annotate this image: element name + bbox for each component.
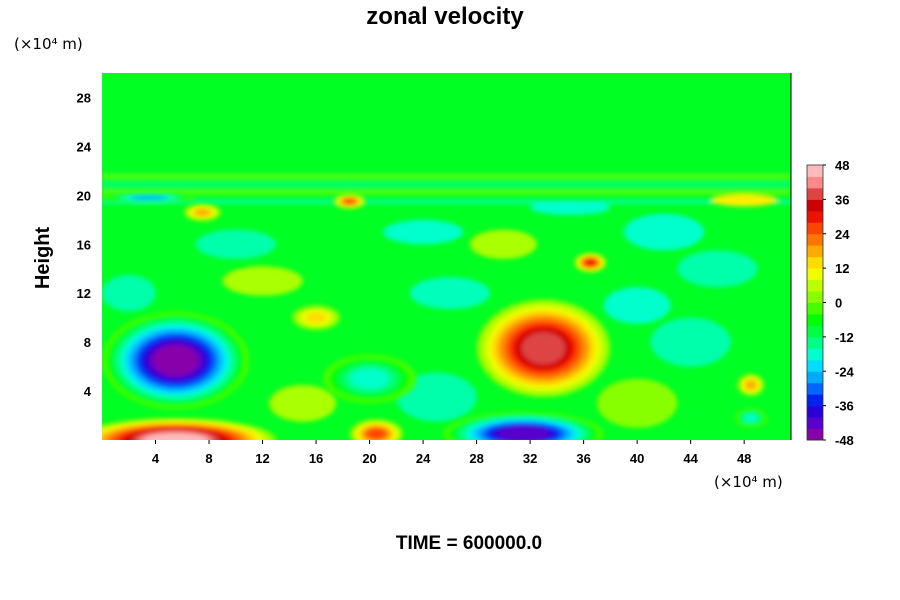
band-line: [102, 175, 791, 179]
negative-velocity-contour: [497, 426, 549, 440]
x-tick-label: 48: [737, 451, 751, 466]
negative-velocity-contour: [152, 345, 199, 376]
field-mottle: [650, 317, 731, 367]
upper-layer: [102, 73, 791, 177]
plot-area: [102, 73, 791, 440]
colorbar-tick-label: -24: [835, 364, 855, 379]
colorbar-segment: [807, 382, 823, 395]
positive-velocity-contour: [144, 433, 207, 440]
field-mottle: [382, 219, 464, 245]
x-tick-label: 16: [309, 451, 323, 466]
x-tick-label: 4: [152, 451, 160, 466]
colorbar-segment: [807, 245, 823, 258]
x-tick-label: 32: [523, 451, 537, 466]
y-tick-label: 12: [77, 286, 91, 301]
positive-velocity-contour: [305, 312, 327, 324]
x-axis-ticks: 4 8 12 16 20 24 28 32 36 40 44 48: [152, 440, 751, 466]
time-label: TIME = 600000.0: [396, 533, 542, 554]
negative-velocity-contour: [132, 196, 166, 200]
colorbar-segment: [807, 405, 823, 418]
field-mottle: [409, 277, 490, 310]
velocity-field: [102, 73, 791, 440]
field-mottle: [269, 384, 337, 422]
colorbar-tick-label: 24: [835, 227, 850, 242]
y-tick-label: 16: [77, 237, 91, 252]
colorbar-segment: [807, 199, 823, 212]
field-mottle: [597, 378, 678, 428]
colorbar-segment: [807, 268, 823, 281]
colorbar-labels: 48 36 24 12 0 -12 -24 -36 -48: [823, 158, 855, 448]
field-mottle: [530, 200, 611, 215]
chart-title: zonal velocity: [366, 3, 524, 30]
y-tick-label: 24: [77, 139, 92, 154]
x-tick-label: 24: [416, 451, 431, 466]
y-axis-unit: (×10⁴ m): [14, 35, 83, 53]
colorbar-segment: [807, 187, 823, 200]
colorbar-tick-label: -48: [835, 433, 854, 448]
negative-velocity-contour: [744, 414, 758, 422]
field-mottle: [623, 213, 705, 251]
y-axis-label: Height: [32, 227, 54, 290]
field-mottle: [677, 250, 758, 288]
y-tick-label: 28: [77, 90, 91, 105]
x-tick-label: 20: [362, 451, 376, 466]
band-line: [102, 190, 791, 194]
x-tick-label: 28: [469, 451, 483, 466]
colorbar-segment: [807, 279, 823, 292]
x-tick-label: 12: [255, 451, 269, 466]
colorbar-segment: [807, 222, 823, 235]
colorbar-segment: [807, 394, 823, 407]
colorbar-segment: [807, 313, 823, 326]
colorbar-segment: [807, 165, 823, 177]
field-mottle: [222, 266, 303, 296]
band-line: [102, 183, 791, 187]
colorbar-tick-label: 36: [835, 192, 849, 207]
positive-velocity-contour: [584, 259, 596, 266]
colorbar-segment: [807, 210, 823, 223]
field-mottle: [469, 229, 537, 259]
y-axis-ticks: 4 8 12 16 20 24 28: [77, 90, 92, 399]
field-extrema: [102, 192, 767, 440]
colorbar-segment: [807, 417, 823, 430]
colorbar-segment: [807, 428, 823, 441]
colorbar-segment: [807, 233, 823, 246]
y-tick-label: 8: [84, 335, 91, 350]
positive-velocity-contour: [521, 332, 566, 365]
colorbar-tick-label: 48: [835, 158, 849, 173]
field-background-texture: [102, 73, 791, 428]
colorbar-tick-label: -12: [835, 330, 854, 345]
y-tick-label: 20: [77, 188, 91, 203]
colorbar-segment: [807, 336, 823, 349]
field-mottle: [102, 274, 156, 312]
x-tick-label: 44: [683, 451, 698, 466]
colorbar-segment: [807, 291, 823, 303]
colorbar-segment: [807, 176, 823, 189]
colorbar-segment: [807, 371, 823, 384]
colorbar-segment: [807, 302, 823, 315]
positive-velocity-contour: [366, 428, 386, 440]
x-axis-unit: (×10⁴ m): [714, 473, 783, 491]
colorbar-segment: [807, 348, 823, 361]
colorbar-tick-label: -36: [835, 399, 854, 414]
field-mottle: [603, 287, 671, 324]
y-tick-label: 4: [84, 384, 92, 399]
colorbar-tick-label: 12: [835, 261, 849, 276]
field-mottle: [396, 372, 477, 422]
field-mottle: [195, 229, 276, 259]
colorbar: [806, 164, 824, 441]
colorbar-segment: [807, 359, 823, 372]
positive-velocity-contour: [343, 198, 356, 205]
x-tick-label: 40: [630, 451, 644, 466]
band-line: [102, 200, 791, 204]
positive-velocity-contour: [745, 380, 757, 390]
negative-velocity-contour: [350, 369, 389, 389]
x-tick-label: 36: [576, 451, 590, 466]
x-tick-label: 8: [205, 451, 212, 466]
field-mottle: [710, 194, 778, 207]
colorbar-segment: [807, 325, 823, 338]
colorbar-segment: [807, 256, 823, 269]
positive-velocity-contour: [194, 209, 210, 216]
colorbar-tick-label: 0: [835, 296, 842, 311]
